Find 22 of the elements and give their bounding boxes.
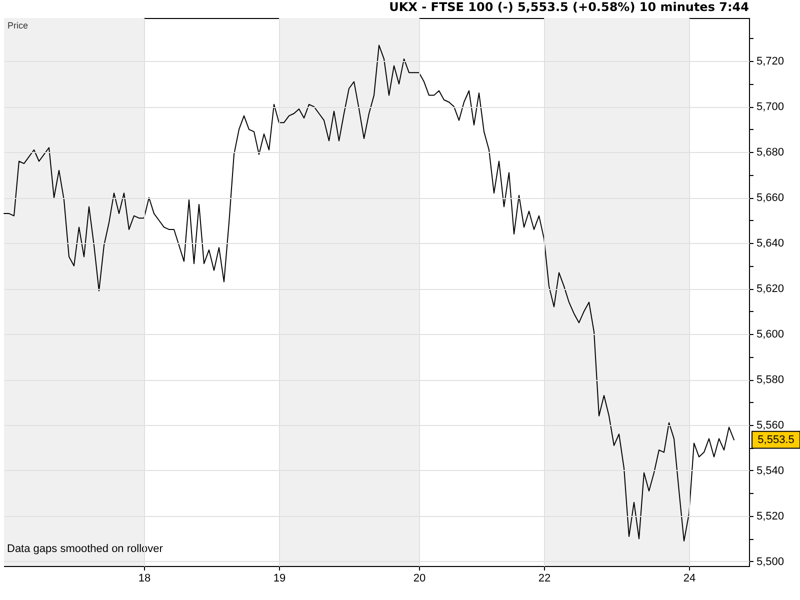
x-tick-label: 24 [683,572,696,584]
y-axis-title: Price [8,20,28,30]
line-series [4,44,734,542]
y-tick-label: 5,640 [756,238,784,250]
y-tick-label: 5,720 [756,56,784,68]
y-tick-label: 5,620 [756,283,784,296]
y-tick-label: 5,500 [756,556,784,568]
x-tick-label: 22 [538,572,551,584]
y-tick-label: 5,540 [756,465,784,477]
text: 5,553.5 [758,434,794,446]
x-tick-label: 18 [138,572,151,584]
annotation: Data gaps smoothed on rollover [7,543,164,555]
x-tick-label: 19 [273,572,286,584]
chart-title: UKX - FTSE 100 (-) 5,553.5 (+0.58%) 10 minutes 7:44 [389,0,749,14]
y-tick-label: 5,700 [756,101,784,114]
y-tick-label: 5,520 [756,510,784,522]
y-tick-label: 5,580 [756,374,784,386]
y-tick-label: 5,600 [756,328,784,341]
y-tick-label: 5,680 [756,146,784,159]
y-tick-label: 5,560 [756,420,784,432]
y-tick-label: 5,660 [756,192,784,204]
x-tick-label: 20 [413,572,426,584]
